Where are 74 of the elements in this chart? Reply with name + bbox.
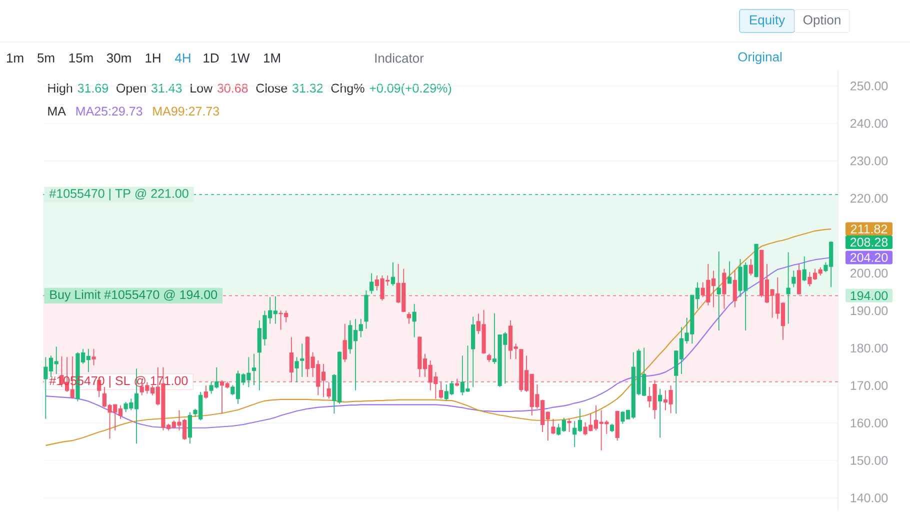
candlestick [748, 258, 753, 276]
candlestick [658, 388, 662, 438]
text: 1H [146, 54, 160, 62]
text: 5m [37, 53, 54, 63]
candlestick [802, 256, 806, 282]
candlestick [326, 382, 331, 400]
candlestick [406, 312, 412, 324]
candlestick [786, 252, 790, 324]
candlestick [716, 251, 721, 331]
candlestick [754, 244, 758, 278]
text: MA25:29.73 [76, 106, 142, 116]
annotation: Close [256, 83, 288, 93]
candlestick [796, 263, 802, 296]
annotation: 31.69 [78, 84, 108, 93]
candlestick [412, 303, 416, 338]
annotation: MA [48, 106, 66, 116]
candlestick [300, 343, 304, 378]
y-tick-label: 220.00 [850, 194, 888, 203]
candlestick [615, 410, 620, 442]
text: Option [803, 14, 840, 28]
y-tick-label: 180.00 [850, 344, 888, 353]
candlestick [289, 336, 294, 383]
ref-line-label: #1055470 | TP @ 221.00 [49, 188, 188, 200]
text: 1W [231, 54, 250, 62]
y-tick-label: 190.00 [850, 306, 888, 316]
annotation: 31.32 [292, 84, 323, 93]
y-tick-label: 160.00 [850, 418, 888, 428]
candlestick [722, 268, 726, 310]
annotation: 31.43 [151, 84, 182, 93]
text: Equity [750, 14, 786, 28]
y-tick-label: 200.00 [850, 268, 888, 278]
candlestick [252, 353, 256, 386]
candlestick [727, 260, 732, 284]
text: 194.00 [850, 291, 888, 300]
candlestick [204, 385, 208, 400]
annotation: Open [116, 84, 146, 96]
text: 1m [6, 54, 24, 62]
text: 1M [264, 54, 280, 62]
candlestick [438, 382, 444, 400]
y-tick-label: 250.00 [850, 82, 888, 90]
candlestick [487, 353, 492, 362]
text: Indicator [375, 53, 424, 63]
candlestick [551, 418, 556, 435]
y-tick-label: 240.00 [850, 119, 888, 128]
y-tick-label: 140.00 [850, 493, 888, 502]
annotation: Chg% [331, 83, 364, 96]
candlestick [390, 262, 396, 286]
candlestick [294, 356, 299, 383]
y-tick-label: 170.00 [850, 381, 888, 390]
candlestick [792, 270, 796, 288]
text: 204.20 [850, 253, 888, 262]
candlestick [364, 290, 368, 330]
text: 211.82 [850, 224, 888, 234]
y-tick-label: 230.00 [850, 156, 888, 166]
text: 30m [106, 53, 131, 63]
candlestick [342, 323, 347, 362]
candlestick [455, 378, 460, 387]
candlestick [610, 423, 614, 432]
candlestick [471, 316, 476, 388]
text: 1D [204, 54, 219, 62]
annotation: Low [190, 84, 213, 93]
text: MA99:27.73 [153, 106, 220, 116]
candlestick [732, 270, 737, 308]
annotation: High [48, 83, 72, 96]
text: 208.28 [850, 238, 888, 247]
text: Original [738, 52, 782, 64]
y-tick-label: 150.00 [850, 456, 888, 465]
text: 4H [174, 54, 190, 62]
annotation: +0.09(+0.29%) [370, 83, 452, 96]
text: 15m [69, 53, 93, 63]
candlestick [370, 272, 374, 294]
ref-line-label: Buy Limit #1055470 @ 194.00 [50, 290, 218, 302]
candlestick [188, 412, 192, 444]
annotation: 30.68 [217, 84, 248, 93]
